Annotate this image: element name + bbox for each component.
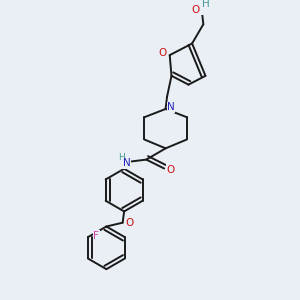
Text: F: F (93, 231, 99, 241)
Text: O: O (167, 165, 175, 175)
Text: H: H (202, 0, 209, 8)
Text: N: N (123, 158, 130, 168)
Text: O: O (191, 5, 200, 15)
Text: O: O (158, 48, 166, 58)
Text: O: O (125, 218, 134, 228)
Text: H: H (118, 153, 124, 162)
Text: N: N (167, 103, 175, 112)
